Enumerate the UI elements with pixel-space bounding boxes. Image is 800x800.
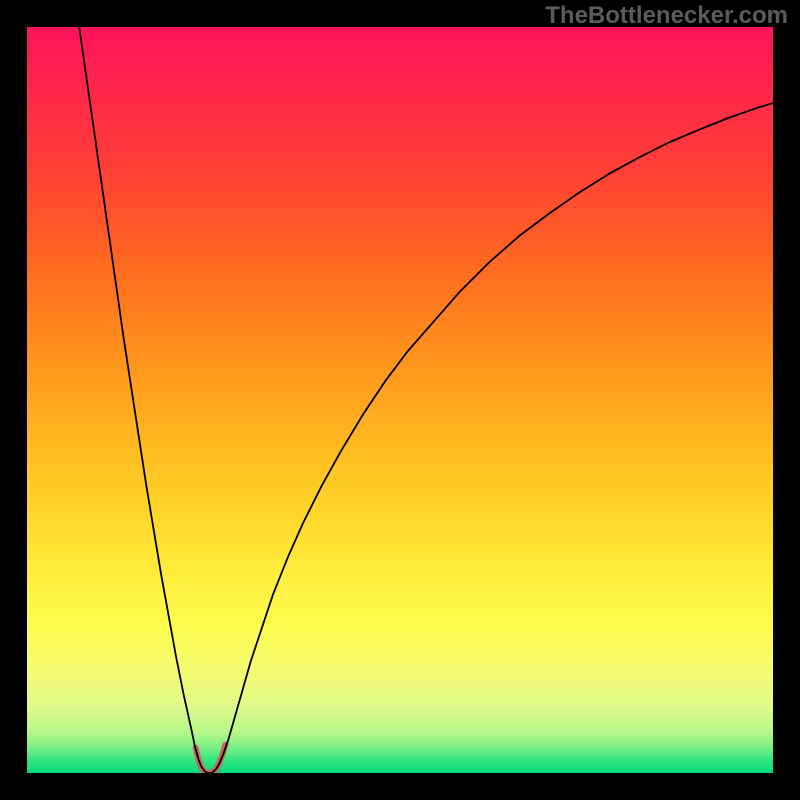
chart-frame: TheBottlenecker.com	[0, 0, 800, 800]
chart-svg	[27, 27, 773, 773]
plot-area	[27, 27, 773, 773]
gradient-background	[27, 27, 773, 773]
watermark-text: TheBottlenecker.com	[545, 2, 788, 30]
